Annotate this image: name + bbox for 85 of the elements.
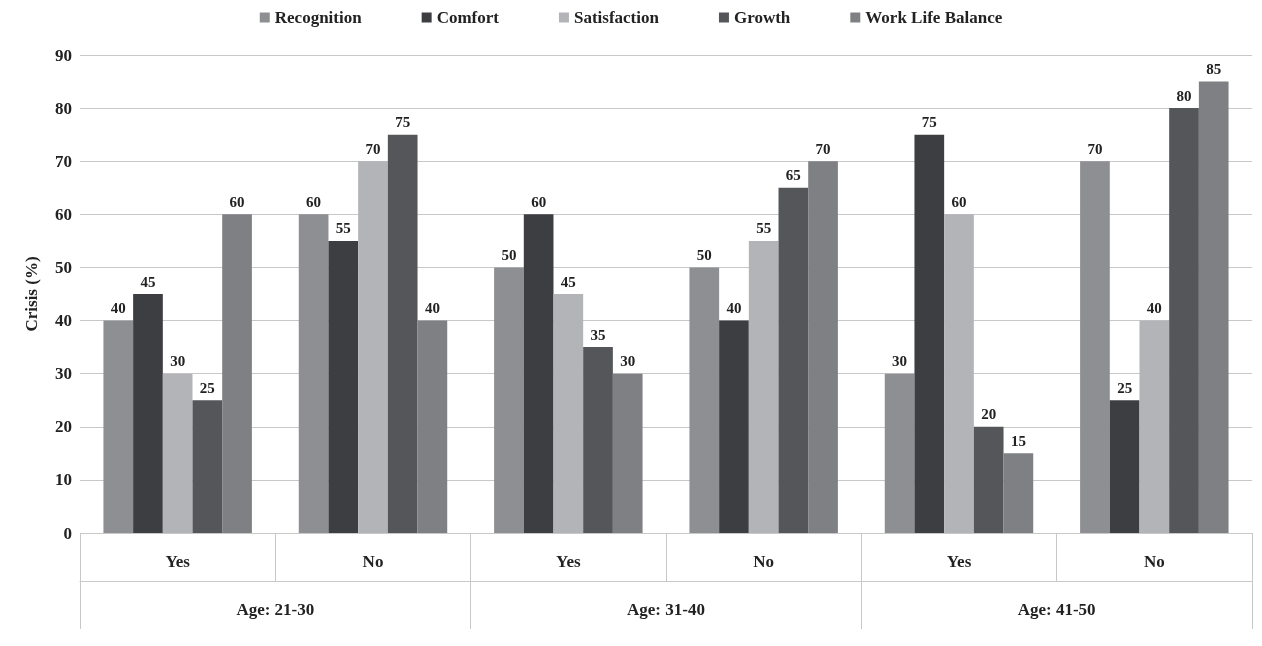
bar [358,161,388,533]
data-label: 75 [395,114,411,131]
legend-label: Recognition [274,8,363,27]
data-label: 85 [1206,61,1222,78]
data-label: 40 [424,300,440,317]
data-label: 55 [756,220,772,237]
data-label: 60 [531,193,547,210]
bar [103,320,134,533]
bar [1109,400,1140,533]
y-tick-label: 10 [55,470,72,490]
data-label: 30 [620,353,636,370]
bar [689,267,720,533]
legend-label: Comfort [436,8,500,27]
bar [1198,81,1229,533]
bar [1003,453,1034,533]
data-label: 45 [560,273,576,290]
data-label: 65 [785,167,801,184]
x-tick-label: No [362,552,384,571]
data-label: 40 [726,300,742,317]
bar [387,134,418,533]
bar [748,240,779,533]
legend-label: Work Life Balance [865,8,1003,27]
bar [523,214,554,533]
data-label: 70 [1087,140,1103,157]
y-tick-label: 20 [55,417,72,437]
x-tick-label: No [753,552,775,571]
data-label: 30 [892,353,908,370]
bar [944,214,974,533]
bar [973,426,1004,533]
bar [583,347,613,533]
y-tick-label: 30 [55,364,72,384]
y-tick-label: 40 [55,311,72,331]
data-label: 80 [1176,87,1192,104]
data-label: 60 [306,193,322,210]
x-tick-label: Yes [165,552,191,571]
y-tick-label: 80 [55,98,72,118]
data-label: 30 [170,353,186,370]
data-label: 70 [365,140,381,157]
data-label: 25 [1117,379,1133,396]
bar [778,187,809,533]
y-tick-label: 50 [55,257,72,277]
data-label: 40 [1146,300,1162,317]
y-axis-title: Crisis (%) [22,256,41,332]
x-tick-label: Yes [946,552,972,571]
data-label: 45 [140,273,156,290]
data-label: 75 [921,114,937,131]
text: Age: 31-40 [627,600,705,619]
legend-label: Satisfaction [573,8,660,27]
bar [328,240,359,533]
data-label: 60 [951,193,967,210]
y-tick-label: 60 [55,204,72,224]
bar [1080,161,1110,533]
data-label: 15 [1010,432,1026,449]
legend-label: Growth [733,8,791,27]
data-label: 70 [815,140,831,157]
bar [553,294,584,533]
bar [298,214,329,533]
data-label: 40 [110,300,126,317]
bar [133,294,163,533]
x-tick-label: Yes [556,552,581,571]
data-label: 25 [199,379,215,396]
bar [1139,320,1170,533]
data-label: 60 [229,193,245,210]
y-tick-label: 70 [55,151,72,171]
bar [162,373,193,533]
bar [914,134,945,533]
text: Age: 41-50 [1017,600,1096,619]
y-tick-label: 0 [63,523,72,543]
x-tick-label: No [1143,552,1165,571]
bar [1169,108,1199,533]
bar [192,400,223,533]
bar [494,267,524,533]
bar [222,214,252,533]
data-label: 35 [590,326,606,343]
bar [719,320,749,533]
bar [808,161,838,533]
data-label: 55 [335,220,351,237]
data-label: 50 [501,246,517,263]
bar [612,373,643,533]
bar [417,320,448,533]
data-label: 20 [981,406,997,423]
bar [884,373,915,533]
data-label: 50 [696,246,712,263]
text: Age: 21-30 [236,600,315,619]
y-tick-label: 90 [55,45,72,65]
